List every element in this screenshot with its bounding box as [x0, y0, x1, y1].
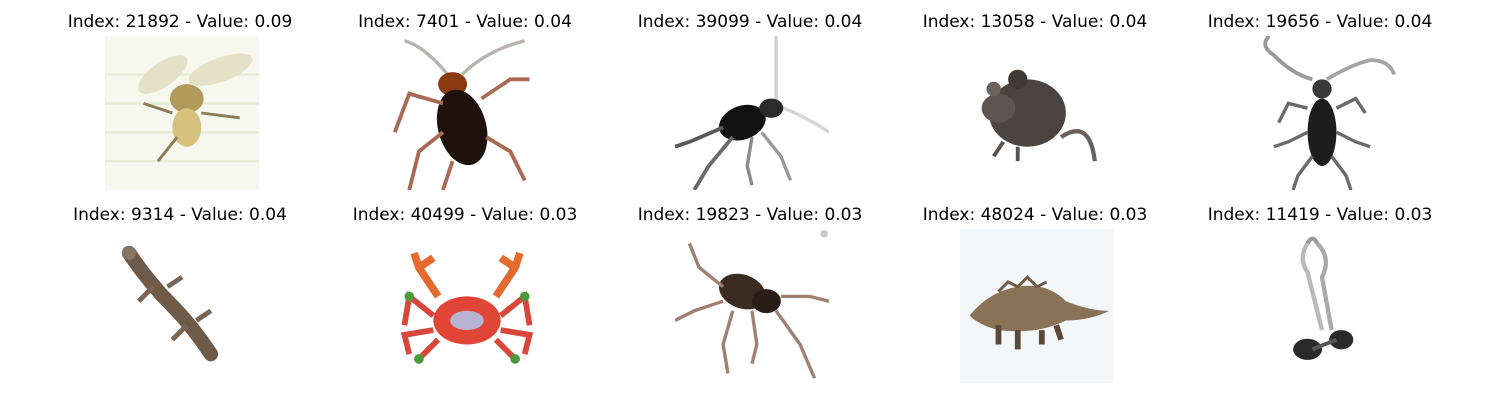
panel-7: Index: 40499 - Value: 0.03	[315, 193, 615, 388]
panel-title: Index: 9314 - Value: 0.04	[73, 205, 287, 225]
panel-1: Index: 21892 - Value: 0.09	[30, 0, 330, 195]
panel-10: Index: 11419 - Value: 0.03	[1170, 193, 1470, 388]
panel-title: Index: 40499 - Value: 0.03	[352, 205, 578, 225]
panel-8: Index: 19823 - Value: 0.03	[600, 193, 900, 388]
panel-title: Index: 19656 - Value: 0.04	[1207, 12, 1433, 32]
panel-title: Index: 48024 - Value: 0.03	[922, 205, 1148, 225]
panel-title: Index: 39099 - Value: 0.04	[637, 12, 863, 32]
mouse-icon	[960, 36, 1114, 190]
beetle-icon	[675, 36, 829, 190]
panel-title: Index: 11419 - Value: 0.03	[1207, 205, 1433, 225]
panel-6: Index: 9314 - Value: 0.04	[30, 193, 330, 388]
dinosaur-icon	[960, 229, 1114, 383]
panel-title: Index: 13058 - Value: 0.04	[922, 12, 1148, 32]
panel-title: Index: 19823 - Value: 0.03	[637, 205, 863, 225]
panel-3: Index: 39099 - Value: 0.04	[600, 0, 900, 195]
fly-icon	[105, 36, 259, 190]
panel-2: Index: 7401 - Value: 0.04	[315, 0, 615, 195]
panel-4: Index: 13058 - Value: 0.04	[885, 0, 1185, 195]
scissors-icon	[1245, 229, 1399, 383]
panel-title: Index: 21892 - Value: 0.09	[67, 12, 293, 32]
cockroach-icon	[390, 36, 544, 190]
panel-5: Index: 19656 - Value: 0.04	[1170, 0, 1470, 195]
spider-icon	[675, 229, 829, 383]
longhorn-beetle-icon	[1245, 36, 1399, 190]
panel-title: Index: 7401 - Value: 0.04	[358, 12, 572, 32]
crab-icon	[390, 229, 544, 383]
panel-9: Index: 48024 - Value: 0.03	[885, 193, 1185, 388]
lizard-icon	[105, 229, 259, 383]
